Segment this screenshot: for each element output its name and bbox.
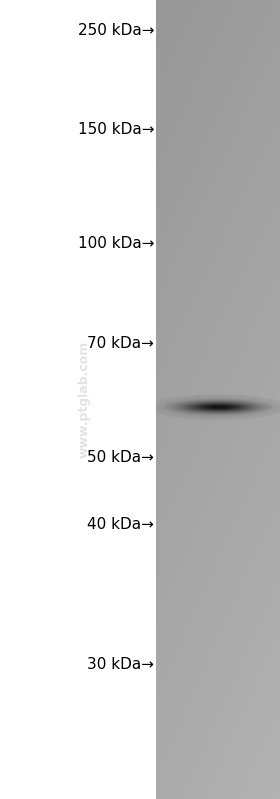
Text: 40 kDa→: 40 kDa→ [87,518,154,532]
Text: 50 kDa→: 50 kDa→ [87,450,154,464]
Text: 70 kDa→: 70 kDa→ [87,336,154,351]
Text: 150 kDa→: 150 kDa→ [78,122,154,137]
Text: 100 kDa→: 100 kDa→ [78,237,154,251]
Text: 30 kDa→: 30 kDa→ [87,658,154,672]
Text: www.ptglab.com: www.ptglab.com [78,341,90,458]
Text: 250 kDa→: 250 kDa→ [78,23,154,38]
